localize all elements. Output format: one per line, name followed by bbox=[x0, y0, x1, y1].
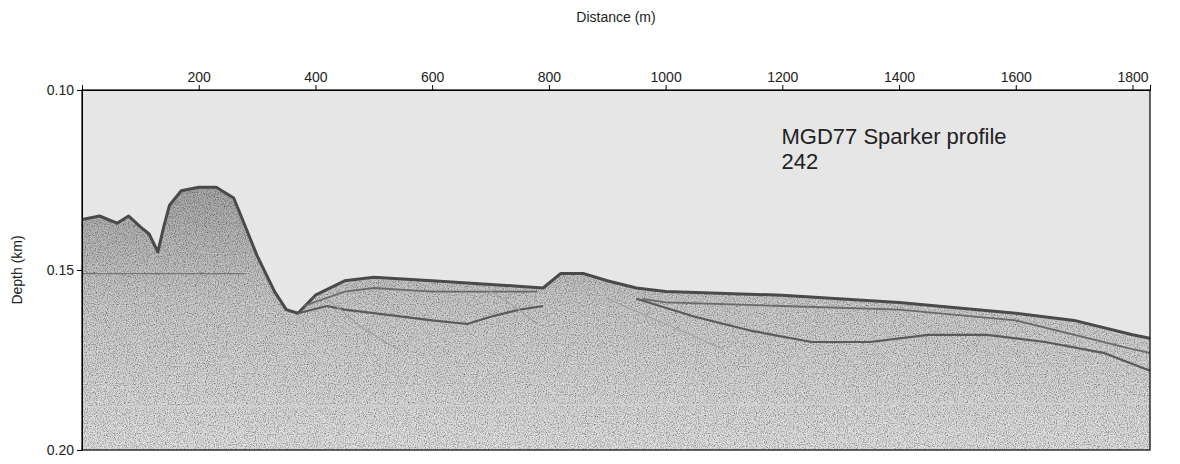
x-tick: 200 bbox=[188, 69, 212, 90]
x-axis: 200 400 600 800 1000 1200 1400 1600 1800 bbox=[83, 69, 1151, 91]
y-axis: 0.10 0.15 0.20 bbox=[47, 82, 83, 458]
data-marks bbox=[82, 187, 1150, 450]
y-tick-label: 0.10 bbox=[47, 82, 74, 98]
y-tick-label: 0.20 bbox=[47, 442, 74, 458]
x-tick: 1000 bbox=[651, 69, 682, 90]
x-tick-mark bbox=[1016, 85, 1017, 90]
y-tick-mark bbox=[77, 90, 82, 91]
annotation-line: 242 bbox=[782, 149, 819, 174]
reflector-line bbox=[82, 273, 245, 274]
x-tick-mark bbox=[1132, 85, 1133, 90]
y-axis-title: Depth (km) bbox=[9, 235, 25, 304]
y-tick-label: 0.15 bbox=[47, 262, 74, 278]
x-tick-label: 1800 bbox=[1117, 69, 1148, 85]
y-tick: 0.15 bbox=[47, 262, 82, 278]
reflector-line bbox=[327, 292, 724, 350]
annotation: MGD77 Sparker profile242 bbox=[782, 124, 1007, 174]
x-tick-label: 800 bbox=[538, 69, 562, 85]
x-tick-mark bbox=[549, 85, 550, 90]
x-tick: 600 bbox=[421, 69, 445, 90]
x-tick-label: 400 bbox=[304, 69, 328, 85]
plot-frame bbox=[82, 90, 1150, 450]
y-tick-mark bbox=[77, 450, 82, 451]
y-tick: 0.20 bbox=[47, 442, 82, 458]
y-tick-mark bbox=[77, 270, 82, 271]
plot: 200 400 600 800 1000 1200 1400 1600 1800 0.10 0.15… bbox=[47, 69, 1151, 458]
x-tick-label: 1000 bbox=[651, 69, 682, 85]
sediment-area bbox=[82, 187, 1150, 450]
x-tick: 1200 bbox=[767, 69, 798, 90]
chart: 200 400 600 800 1000 1200 1400 1600 1800 0.10 0.15… bbox=[0, 0, 1180, 464]
x-tick-mark bbox=[666, 85, 667, 90]
x-tick-mark bbox=[315, 85, 316, 90]
x-tick: 1600 bbox=[1001, 69, 1032, 90]
x-tick: 800 bbox=[538, 69, 562, 90]
x-tick-label: 600 bbox=[421, 69, 445, 85]
x-axis-title: Distance (m) bbox=[576, 9, 655, 25]
reflector-line bbox=[82, 403, 1150, 407]
x-axis-line bbox=[83, 85, 1151, 91]
seafloor-line bbox=[82, 187, 1150, 338]
x-tick-label: 200 bbox=[188, 69, 212, 85]
y-tick: 0.10 bbox=[47, 82, 82, 98]
annotation-line: MGD77 Sparker profile bbox=[782, 124, 1007, 149]
x-tick-mark bbox=[432, 85, 433, 90]
x-tick-label: 1200 bbox=[767, 69, 798, 85]
x-tick: 1400 bbox=[884, 69, 915, 90]
x-tick: 400 bbox=[304, 69, 328, 90]
x-tick-label: 1400 bbox=[884, 69, 915, 85]
reflector-line bbox=[298, 299, 1150, 371]
y-axis-line bbox=[77, 91, 83, 451]
x-tick-mark bbox=[199, 85, 200, 90]
x-tick-mark bbox=[782, 85, 783, 90]
plot-background bbox=[82, 90, 1150, 450]
x-tick-mark bbox=[899, 85, 900, 90]
x-tick-label: 1600 bbox=[1001, 69, 1032, 85]
x-tick: 1800 bbox=[1117, 69, 1148, 90]
